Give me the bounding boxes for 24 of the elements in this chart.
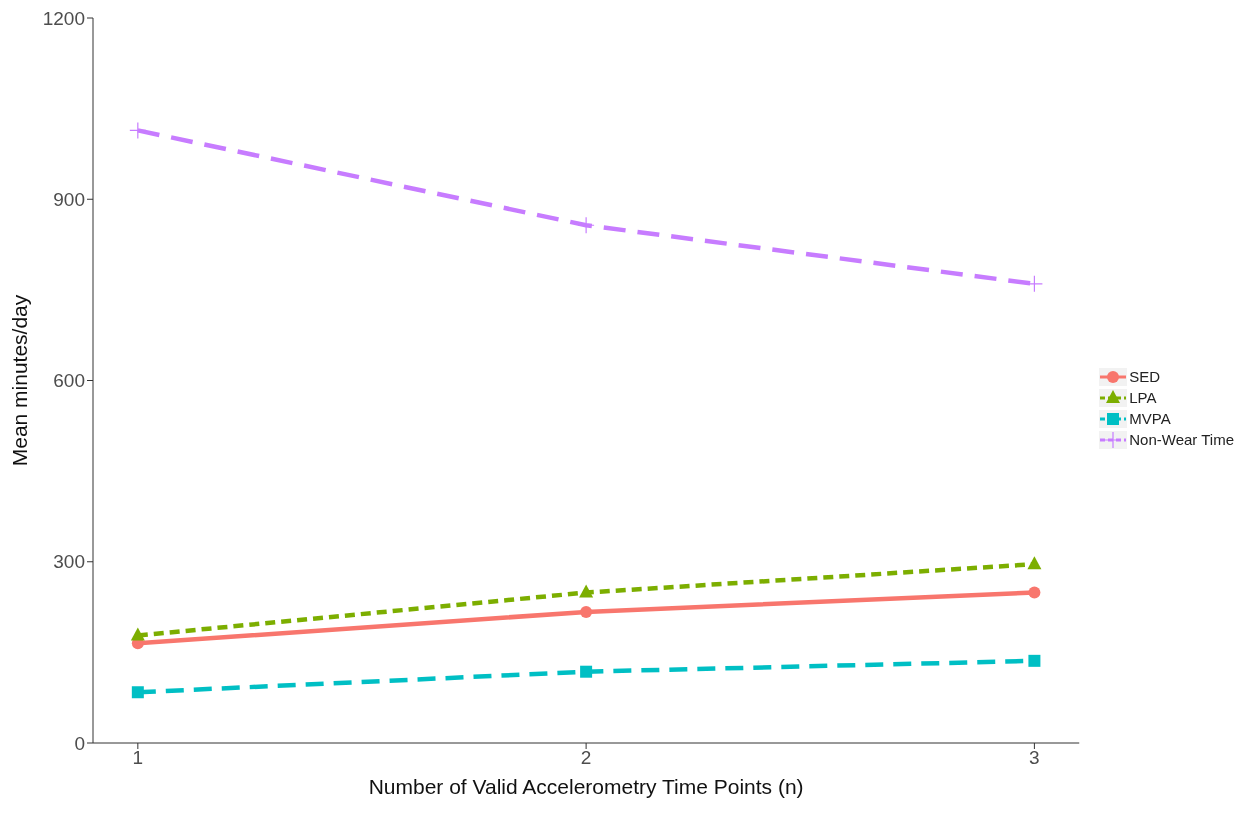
legend-label: MVPA: [1129, 410, 1171, 427]
point: [1027, 556, 1042, 570]
point: [1028, 586, 1041, 599]
y-tick-label: 0: [74, 732, 85, 754]
y-tick-label: 1200: [42, 7, 85, 29]
x-axis-title: Number of Valid Accelerometry Time Points (n): [368, 775, 804, 798]
point: [580, 605, 593, 618]
x-tick-label: 1: [132, 747, 144, 769]
point: [129, 121, 147, 139]
legend-label: Non-Wear Time: [1129, 431, 1234, 448]
y-tick-label: 900: [53, 188, 85, 210]
legend-label: LPA: [1129, 389, 1157, 406]
point: [1028, 654, 1041, 667]
point: [580, 665, 593, 678]
y-tick-label: 600: [53, 370, 85, 392]
x-tick-label: 3: [1029, 747, 1040, 769]
point: [130, 627, 145, 641]
legend-label: SED: [1129, 368, 1161, 385]
y-axis-title: Mean minutes/day: [8, 294, 32, 467]
point: [579, 584, 594, 598]
y-tick-label: 300: [53, 551, 85, 573]
point: [577, 216, 595, 234]
point: [131, 686, 144, 699]
x-tick-label: 2: [580, 747, 592, 769]
